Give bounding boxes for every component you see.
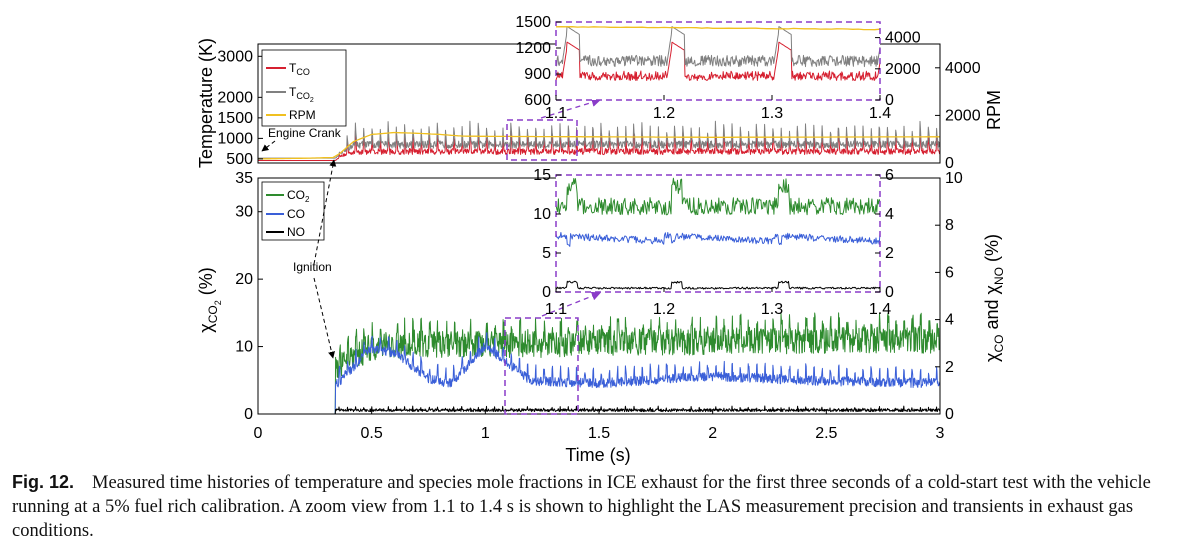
time-x-ticks: 0 0.5 1 1.5 2 2.5 3	[254, 409, 945, 442]
legend-label-co: CO	[287, 207, 305, 221]
co-no-y-tick-label: 2	[945, 359, 954, 376]
temperature-y-tick-label: 2000	[217, 89, 253, 106]
time-x-tick-label: 3	[936, 425, 945, 442]
species-inset-frame	[555, 174, 881, 293]
temperature-legend: TCO TCO2 RPM	[261, 49, 347, 127]
series-line-rpm	[257, 131, 940, 160]
rpm-inset-y-tick-label: 0	[885, 92, 894, 109]
species-inset-y-tick-label: 15	[533, 167, 551, 184]
temperature-inset-frame	[555, 21, 881, 101]
species-inset-y2-ticks: 0 2 4 6	[875, 167, 894, 301]
co2-y-tick-label: 20	[235, 271, 253, 288]
temperature-y-tick-label: 1000	[217, 130, 253, 147]
species-inset-y-tick-label: 10	[533, 206, 551, 223]
series-line-co2	[257, 312, 941, 415]
rpm-y-tick-label: 0	[945, 155, 954, 172]
time-x-tick-label: 0	[254, 425, 263, 442]
species-inset-y-tick-label: 0	[542, 284, 551, 301]
temperature-inset-x-ticks: 1.1 1.2 1.3 1.4	[545, 95, 891, 122]
ignition-annotation: Ignition	[293, 260, 332, 274]
species-zoom-inset: 0 5 10 15 0 2 4 6 1.1 1.2 1.3 1.4	[533, 167, 894, 318]
species-inset-y2-tick-label: 0	[885, 284, 894, 301]
time-x-tick-label: 1.5	[588, 425, 610, 442]
temperature-y-label: Temperature (K)	[196, 38, 216, 168]
inset-series-line-co	[555, 232, 881, 247]
co2-y-ticks: 0 10 20 30 35	[235, 170, 263, 423]
rpm-inset-y-ticks: 0 2000 4000	[875, 30, 921, 109]
co2-y-tick-label: 10	[235, 339, 253, 356]
temperature-inset-y-tick-label: 1200	[515, 40, 551, 57]
species-inset-y2-tick-label: 4	[885, 206, 894, 223]
time-x-tick-label: 0.5	[361, 425, 383, 442]
species-inset-y2-tick-label: 2	[885, 245, 894, 262]
species-legend: CO2 CO NO	[261, 181, 325, 241]
time-x-tick-label: 1	[481, 425, 490, 442]
co-no-y-tick-label: 0	[945, 406, 954, 423]
time-x-tick-label: 2.5	[815, 425, 837, 442]
species-inset-y-tick-label: 5	[542, 245, 551, 262]
co-no-y-ticks: 0 2 4 6 8 10	[935, 170, 963, 423]
series-line-co	[257, 332, 941, 415]
co2-y-label: χCO2 (%)	[196, 267, 223, 332]
rpm-inset-y-tick-label: 2000	[885, 61, 921, 78]
temperature-inset-y-ticks: 600 900 1200 1500	[515, 14, 561, 109]
rpm-y-tick-label: 2000	[945, 107, 981, 124]
temperature-panel: 500 1000 1500 2000 3000 0 2000 4000 Temperatur…	[196, 38, 1004, 172]
temperature-zoom-inset: 600 900 1200 1500 0 2000 4000 1.1 1.2 1.3 1.4	[515, 14, 920, 122]
time-x-label: Time (s)	[565, 445, 630, 465]
rpm-y-tick-label: 4000	[945, 60, 981, 77]
species-inset-x-tick-label: 1.3	[761, 301, 783, 318]
inset-series-line-co2	[555, 177, 881, 216]
co2-y-tick-label: 35	[235, 170, 253, 187]
temperature-y-ticks: 500 1000 1500 2000 3000	[217, 48, 263, 168]
legend-label-no: NO	[287, 225, 305, 239]
species-inset-x-tick-label: 1.2	[653, 301, 675, 318]
temperature-inset-x-tick-label: 1.3	[761, 105, 783, 122]
species-inset-y2-tick-label: 6	[885, 167, 894, 184]
caption-text: Measured time histories of temperature a…	[12, 473, 1151, 541]
temperature-inset-y-tick-label: 600	[524, 92, 551, 109]
temperature-inset-y-tick-label: 900	[524, 66, 551, 83]
temperature-inset-x-tick-label: 1.1	[545, 105, 567, 122]
species-series	[257, 312, 941, 415]
figure-caption: Fig. 12. Measured time histories of tempe…	[12, 470, 1192, 543]
species-inset-x-tick-label: 1.1	[545, 301, 567, 318]
inset-series-line-tco2	[555, 26, 881, 68]
inset-series-line-tco	[555, 41, 881, 81]
rpm-y-label: RPM	[984, 90, 1004, 130]
time-x-tick-label: 2	[708, 425, 717, 442]
inset-series-line-no	[556, 280, 881, 290]
rpm-inset-y-tick-label: 4000	[885, 30, 921, 47]
temperature-y-tick-label: 500	[226, 151, 253, 168]
legend-label-co2: CO2	[287, 188, 310, 204]
co-no-y-tick-label: 4	[945, 312, 954, 329]
co-no-y-tick-label: 8	[945, 217, 954, 234]
species-inset-x-ticks: 1.1 1.2 1.3 1.4	[545, 287, 891, 318]
rpm-y-ticks: 0 2000 4000	[935, 60, 981, 172]
temperature-y-tick-label: 1500	[217, 110, 253, 127]
series-line-tco2	[258, 120, 941, 159]
temperature-inset-y-tick-label: 1500	[515, 14, 551, 31]
temperature-zoom-region	[506, 119, 578, 161]
temperature-inset-x-tick-label: 1.4	[869, 105, 891, 122]
co-no-y-tick-label: 6	[945, 264, 954, 281]
species-zoom-region	[504, 317, 579, 415]
temperature-y-tick-label: 3000	[217, 48, 253, 65]
species-inset-x-tick-label: 1.4	[869, 301, 891, 318]
inset-series-line-rpm	[555, 26, 881, 31]
co-no-y-label: χCO and χNO (%)	[982, 234, 1006, 362]
legend-label-rpm: RPM	[289, 108, 316, 122]
temperature-series	[257, 120, 941, 161]
co2-y-tick-label: 30	[235, 204, 253, 221]
species-inset-y-ticks: 0 5 10 15	[533, 167, 561, 301]
temperature-inset-x-tick-label: 1.2	[653, 105, 675, 122]
co-no-y-tick-label: 10	[945, 170, 963, 187]
co2-y-tick-label: 0	[244, 406, 253, 423]
caption-label: Fig. 12.	[12, 472, 75, 492]
series-line-tco	[258, 129, 941, 161]
engine-crank-annotation: Engine Crank	[268, 126, 342, 140]
